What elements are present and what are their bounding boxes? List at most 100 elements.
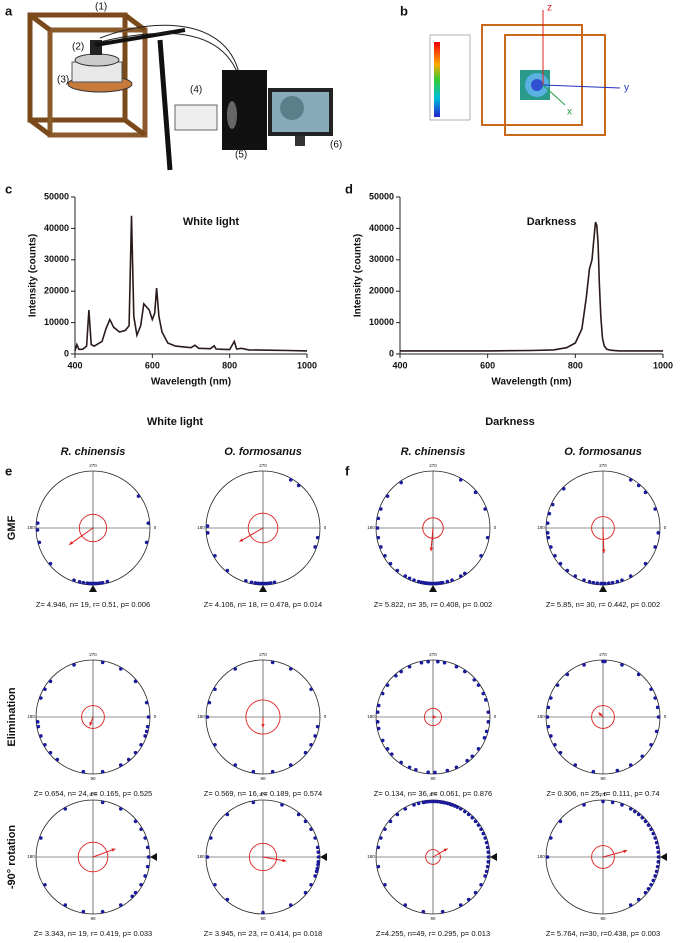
angle-label: 270	[599, 652, 607, 657]
apparatus-label: (5)	[235, 150, 247, 161]
observation-dot	[213, 553, 217, 558]
panel-label: d	[345, 181, 353, 196]
observation-dot	[656, 855, 661, 859]
observation-dot	[558, 819, 563, 824]
stats-caption: Z= 5.85, n= 30, r= 0.442, p= 0.002	[546, 600, 660, 609]
stats-caption: Z= 0.654, n= 24, r= 0.165, p= 0.525	[34, 789, 152, 798]
apparatus-label: (1)	[95, 2, 107, 13]
observation-dot	[315, 724, 320, 729]
observation-dot	[376, 726, 381, 731]
angle-label: 270	[89, 652, 97, 657]
observation-dot	[653, 507, 657, 511]
critical-circle	[424, 708, 443, 727]
observation-dot	[376, 703, 381, 708]
observation-dot	[546, 705, 551, 710]
observation-dot	[145, 845, 150, 850]
mean-vector-head	[261, 724, 265, 728]
mean-vector	[430, 527, 434, 552]
observation-dot	[36, 724, 41, 729]
observation-dot	[403, 807, 408, 811]
y-axis-label: Intensity (counts)	[28, 234, 39, 317]
mean-vector-head	[69, 541, 74, 545]
critical-circle	[77, 841, 109, 873]
angle-label: 270	[259, 792, 267, 797]
observation-dot	[486, 850, 491, 854]
observation-dot	[436, 799, 440, 804]
observation-dot	[205, 855, 210, 859]
observation-dot	[546, 724, 551, 729]
observation-dot	[251, 800, 256, 805]
observation-dot	[399, 760, 403, 765]
observation-dot	[315, 535, 320, 540]
observation-dot	[379, 507, 383, 511]
observation-dot	[253, 581, 258, 585]
angle-label: 270	[429, 792, 437, 797]
observation-dot	[656, 531, 661, 535]
observation-dot	[316, 850, 321, 854]
expected-direction	[490, 853, 497, 861]
observation-dot	[565, 568, 570, 573]
observation-dot	[484, 869, 489, 874]
observation-dot	[133, 750, 138, 755]
observation-dot	[63, 903, 68, 907]
observation-dot	[145, 864, 150, 869]
observation-dot	[450, 803, 454, 807]
observation-dot	[473, 890, 478, 895]
expected-direction	[150, 853, 157, 861]
observation-dot	[314, 869, 319, 874]
observation-dot	[549, 696, 553, 700]
observation-dot	[375, 720, 380, 724]
observation-dot	[636, 672, 641, 677]
observation-dot	[412, 803, 416, 807]
observation-dot	[458, 903, 463, 907]
critical-circle	[78, 513, 108, 543]
mean-vector-head	[432, 715, 437, 719]
observation-dot	[465, 758, 469, 763]
observation-dot	[651, 878, 656, 883]
y-tick-label: 40000	[369, 223, 394, 233]
observation-dot	[376, 864, 381, 869]
angle-label: 270	[599, 463, 607, 468]
observation-dot	[610, 580, 615, 585]
observation-dot	[565, 672, 570, 677]
observation-dot	[470, 815, 475, 820]
observation-dot	[399, 480, 403, 485]
stats-caption: Z= 0.569, n= 16, r= 0.189, p= 0.574	[204, 789, 322, 798]
observation-dot	[414, 767, 418, 772]
axis-name: x	[567, 107, 572, 118]
stats-caption: Z= 0.306, n= 25, r= 0.111, p= 0.74	[546, 789, 659, 798]
observation-dot	[481, 691, 486, 696]
observation-dot	[39, 836, 43, 840]
field-simulation-drawing	[429, 10, 621, 136]
observation-dot	[309, 882, 313, 887]
expected-direction	[320, 853, 327, 861]
x-tick-label: 600	[480, 360, 495, 370]
observation-dot	[288, 478, 293, 482]
observation-dot	[309, 742, 313, 747]
mean-vector	[92, 848, 116, 858]
observation-dot	[643, 490, 648, 495]
observation-dot	[133, 890, 138, 895]
panel-label: c	[5, 181, 12, 196]
observation-dot	[479, 882, 483, 887]
angle-label: 0	[154, 714, 157, 719]
critical-circle	[591, 845, 615, 869]
observation-dot	[591, 580, 596, 585]
observation-dot	[595, 581, 599, 585]
angle-label: 0	[154, 525, 157, 530]
observation-dot	[476, 683, 481, 687]
observation-dot	[640, 815, 645, 820]
observation-dot	[653, 696, 657, 700]
observation-dot	[419, 660, 424, 665]
observation-dot	[100, 580, 105, 585]
observation-dot	[379, 545, 383, 549]
observation-dot	[558, 750, 563, 755]
apparatus-label: (3)	[57, 75, 69, 86]
spectrum-line	[74, 215, 308, 352]
chart-title: Darkness	[527, 216, 577, 228]
observation-dot	[81, 769, 86, 774]
observation-dot	[145, 724, 150, 729]
x-tick-label: 400	[67, 360, 82, 370]
mean-vector-head	[602, 549, 606, 554]
observation-dot	[288, 903, 293, 907]
